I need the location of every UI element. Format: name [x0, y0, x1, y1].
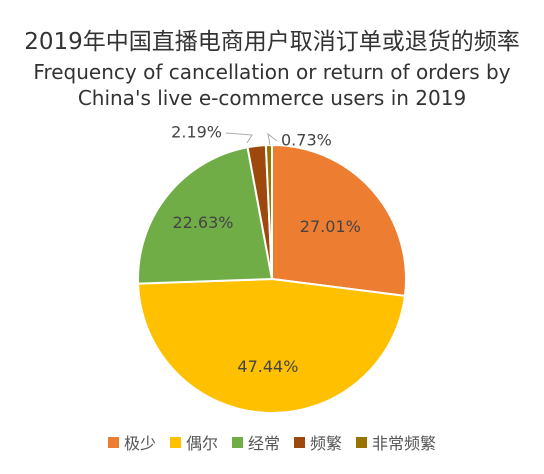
legend-item-5: 非常频繁: [356, 430, 436, 454]
legend-swatch-2: [169, 436, 181, 448]
chart-subtitle-line-1: Frequency of cancellation or return of o…: [33, 60, 511, 84]
legend-label-1: 极少: [123, 434, 156, 453]
slice-label-5: 0.73%: [281, 131, 332, 150]
legend-label-5: 非常频繁: [372, 434, 437, 453]
pie-slice-1: [271, 143, 407, 297]
pie-slice-2: [137, 277, 407, 414]
legend-item-3: 经常: [231, 430, 280, 454]
leader-line-5: [267, 132, 278, 146]
legend-item-4: 频繁: [294, 430, 342, 454]
pie-slice-3: [137, 146, 274, 285]
chart-title: 2019年中国直播电商用户取消订单或退货的频率: [24, 29, 520, 55]
legend-label-2: 偶尔: [185, 434, 218, 453]
legend-swatch-1: [107, 436, 119, 448]
legend-swatch-3: [231, 436, 243, 448]
chart-subtitle-line-2: China's live e-commerce users in 2019: [77, 86, 467, 110]
slice-label-1: 27.01%: [300, 217, 361, 236]
slice-label-4: 2.19%: [171, 123, 222, 142]
leader-line-4: [225, 132, 253, 144]
legend-label-3: 经常: [247, 434, 280, 453]
legend-swatch-5: [356, 436, 368, 448]
legend-label-4: 频繁: [310, 434, 343, 453]
chart-legend: 极少 偶尔 经常 频繁 非常频繁: [0, 430, 544, 454]
legend-item-2: 偶尔: [169, 430, 218, 454]
legend-swatch-4: [294, 436, 305, 448]
slice-label-3: 22.63%: [172, 213, 233, 232]
slice-label-2: 47.44%: [237, 357, 298, 376]
pie-slice-5: [264, 143, 273, 280]
legend-item-1: 极少: [107, 430, 156, 454]
